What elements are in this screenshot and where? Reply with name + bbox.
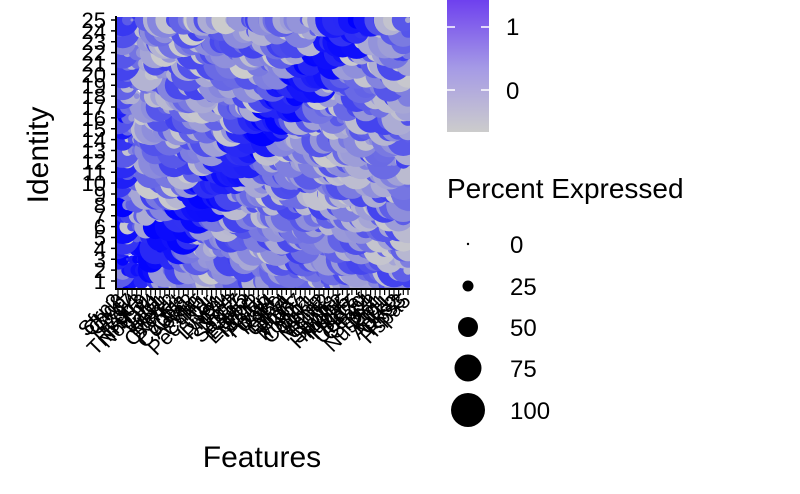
dot <box>122 17 133 26</box>
color-legend-label: 0 <box>506 78 519 105</box>
size-legend-label: 75 <box>510 356 537 383</box>
size-legend-dot-50 <box>458 317 478 337</box>
size-legend-label: 25 <box>510 274 537 301</box>
y-tick-label: 25 <box>82 8 106 33</box>
color-legend-bar <box>447 0 489 132</box>
x-axis: Sfrp2Chd8Cav1Fzd7Lgr4Rspo3Tnfrsf19Notch1… <box>74 288 416 360</box>
y-tick-label: 20 <box>82 62 106 87</box>
size-legend-dot-25 <box>462 280 474 292</box>
y-tick-label: 24 <box>82 19 106 44</box>
dot <box>405 17 410 23</box>
size-legend-label: 0 <box>510 232 523 259</box>
size-legend-dot-75 <box>454 354 482 382</box>
y-tick-label: 8 <box>94 193 106 218</box>
dots-layer <box>116 17 410 289</box>
color-legend: 1 0 <box>447 0 519 132</box>
y-tick-label: 12 <box>82 149 106 174</box>
y-tick-label: 19 <box>82 73 106 98</box>
dot <box>130 18 134 22</box>
size-legend-dot-0 <box>466 242 470 246</box>
y-tick-label: 14 <box>82 128 106 153</box>
y-tick-label: 1 <box>94 269 106 294</box>
y-axis-title: Identity <box>22 107 55 204</box>
dot <box>391 17 410 32</box>
y-tick-label: 15 <box>82 117 106 142</box>
color-legend-label: 1 <box>506 14 519 41</box>
y-tick-label: 13 <box>82 139 106 164</box>
y-tick-label: 3 <box>94 247 106 272</box>
y-tick-label: 5 <box>94 226 106 251</box>
x-axis-title: Features <box>203 441 321 474</box>
y-tick-label: 4 <box>94 236 106 261</box>
size-legend-dot-100 <box>451 393 485 427</box>
y-tick-label: 22 <box>82 41 106 66</box>
dot <box>116 17 139 37</box>
size-legend-label: 100 <box>510 398 550 425</box>
y-tick-label: 18 <box>82 84 106 109</box>
size-legend: Percent Expressed 0 25 50 75 100 <box>447 173 684 427</box>
y-tick-label: 23 <box>82 30 106 55</box>
y-axis: 1234567891011121314151617181920212223242… <box>82 8 117 294</box>
y-tick-label: 9 <box>94 182 106 207</box>
dot <box>126 257 129 261</box>
y-tick-label: 6 <box>94 215 106 240</box>
y-tick-label: 16 <box>82 106 106 131</box>
dot <box>133 93 140 99</box>
y-tick-label: 17 <box>82 95 106 120</box>
size-legend-label: 50 <box>510 315 537 342</box>
y-tick-label: 11 <box>83 160 106 185</box>
size-legend-title: Percent Expressed <box>447 173 684 204</box>
y-tick-label: 7 <box>94 204 106 229</box>
y-tick-label: 10 <box>82 171 106 196</box>
y-tick-label: 21 <box>82 52 106 77</box>
y-tick-label: 2 <box>94 258 106 283</box>
